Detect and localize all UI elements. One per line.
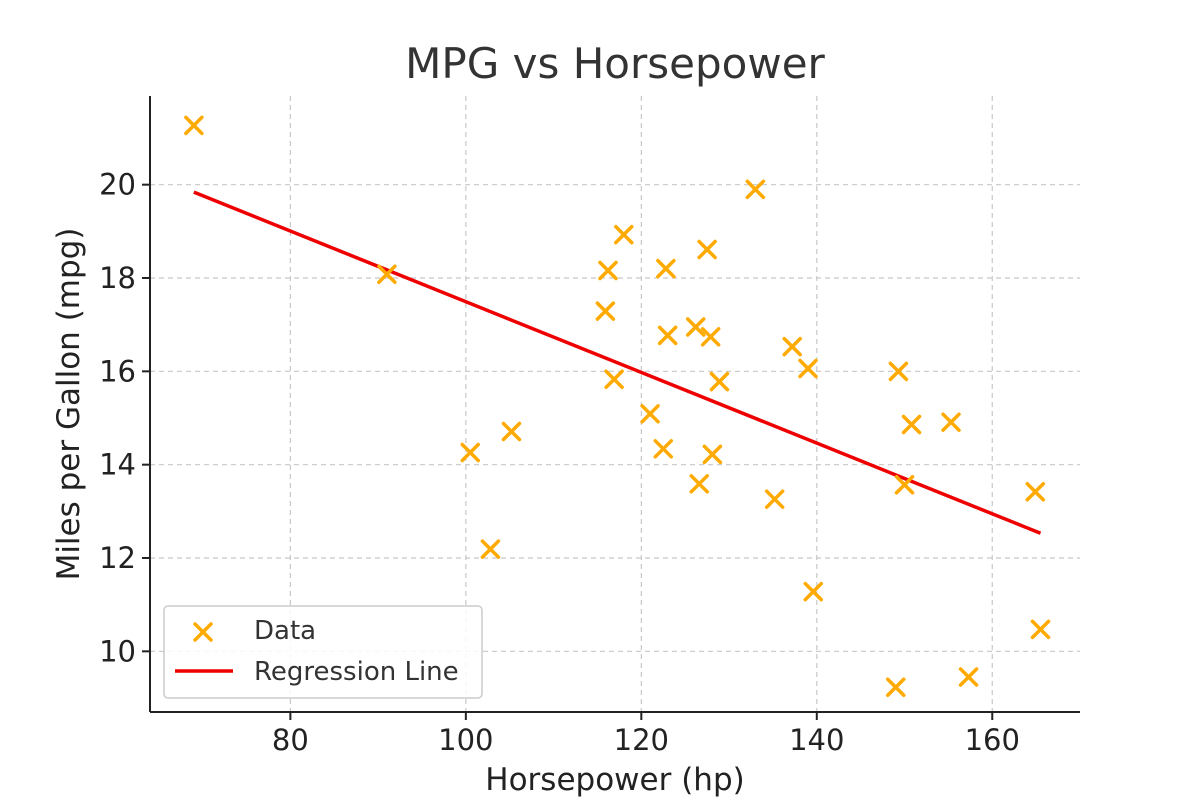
data-point <box>702 444 723 465</box>
data-point <box>745 179 766 200</box>
data-point <box>764 489 785 509</box>
data-point <box>1030 619 1051 640</box>
data-point <box>598 260 618 281</box>
y-tick-label: 12 <box>99 541 136 575</box>
data-point <box>685 317 706 337</box>
y-tick-label: 14 <box>99 448 136 482</box>
data-point <box>1025 481 1046 502</box>
data-point <box>709 371 730 392</box>
data-point <box>958 667 979 687</box>
data-point <box>377 264 397 285</box>
data-point <box>460 442 480 463</box>
data-point <box>894 474 915 495</box>
legend-box <box>163 605 483 699</box>
data-point <box>614 224 634 245</box>
y-tick-label: 10 <box>99 634 136 668</box>
regression-line <box>193 190 1042 535</box>
x-axis-label: Horsepower (hp) <box>485 762 744 798</box>
x-tick-label: 80 <box>272 723 309 757</box>
data-point <box>656 258 676 279</box>
data-point <box>501 421 522 442</box>
data-point <box>604 369 624 390</box>
data-point <box>689 474 709 494</box>
y-tick-label: 16 <box>99 354 136 388</box>
data-point <box>803 581 824 602</box>
data-points <box>184 115 1051 698</box>
x-tick-label: 160 <box>965 723 1020 757</box>
data-point <box>657 325 678 346</box>
x-tick-label: 140 <box>789 723 844 757</box>
data-point <box>888 361 909 382</box>
data-point <box>700 327 721 347</box>
data-point <box>595 301 616 321</box>
data-point <box>184 115 204 136</box>
regression-line-layer <box>193 190 1042 535</box>
data-point <box>782 336 802 357</box>
data-point <box>640 404 660 424</box>
x-tick-label: 100 <box>438 723 493 757</box>
legend-data-marker <box>193 622 213 642</box>
chart-title: MPG vs Horsepower <box>405 39 825 88</box>
y-axis-label: Miles per Gallon (mpg) <box>51 228 87 581</box>
y-tick-label: 20 <box>99 168 136 202</box>
data-point <box>697 239 717 260</box>
data-point <box>653 439 674 459</box>
data-point <box>901 414 922 435</box>
data-point <box>941 412 961 432</box>
legend-entry-data: Data <box>254 616 316 646</box>
data-point <box>480 539 501 559</box>
legend-entry-regression: Regression Line <box>254 657 459 687</box>
axis-ticks: 80 100 120 140 160 10 12 14 16 18 20 <box>99 168 1020 757</box>
data-point <box>798 358 818 379</box>
y-tick-label: 18 <box>99 261 136 295</box>
data-point <box>886 677 906 698</box>
x-tick-label: 120 <box>614 723 669 757</box>
legend: Data Regression Line <box>163 605 483 699</box>
